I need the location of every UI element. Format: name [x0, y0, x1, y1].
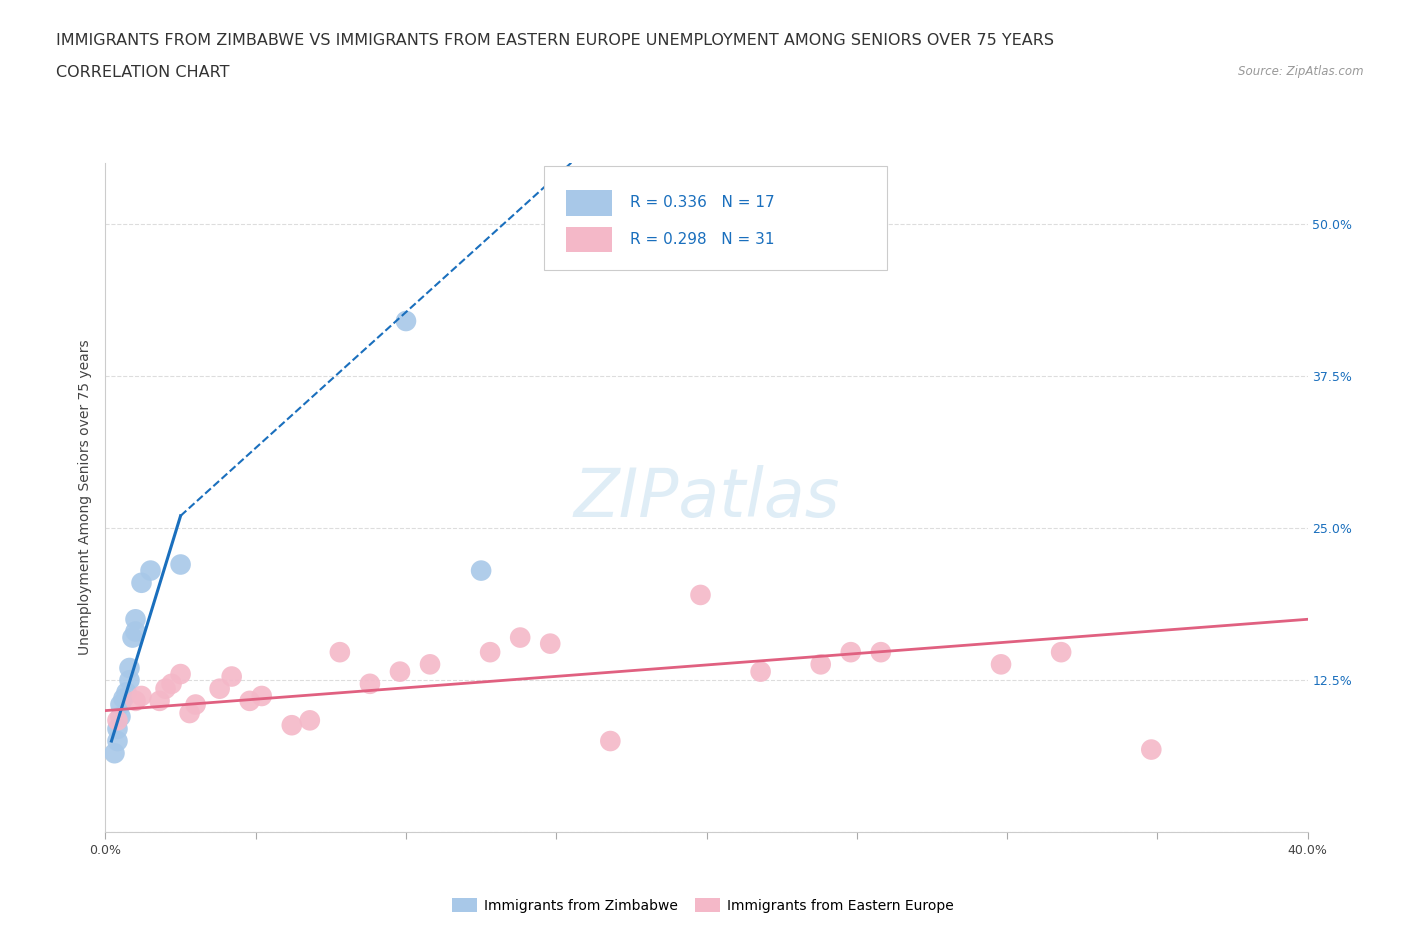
Point	[395, 313, 418, 328]
Point	[179, 706, 201, 721]
Point	[107, 713, 129, 728]
Point	[124, 624, 146, 639]
Point	[990, 657, 1012, 671]
Text: ZIPatlas: ZIPatlas	[574, 465, 839, 530]
Point	[124, 694, 146, 709]
Point	[810, 657, 832, 671]
Point	[419, 657, 441, 671]
Point	[118, 660, 141, 675]
Point	[155, 682, 177, 697]
Point	[599, 734, 621, 749]
Point	[169, 667, 191, 682]
Point	[184, 698, 207, 712]
Point	[470, 564, 492, 578]
Point	[689, 588, 711, 603]
Point	[169, 557, 191, 572]
Bar	[565, 227, 612, 252]
Point	[388, 664, 411, 679]
Point	[1140, 742, 1163, 757]
Point	[359, 676, 381, 691]
Point	[239, 694, 262, 709]
Point	[118, 672, 141, 687]
Legend: Immigrants from Zimbabwe, Immigrants from Eastern Europe: Immigrants from Zimbabwe, Immigrants fro…	[447, 893, 959, 919]
Point	[103, 746, 125, 761]
Text: R = 0.336   N = 17: R = 0.336 N = 17	[630, 195, 775, 210]
Point	[110, 710, 132, 724]
Point	[1050, 644, 1073, 659]
Point	[281, 718, 304, 733]
Text: CORRELATION CHART: CORRELATION CHART	[56, 65, 229, 80]
Point	[112, 691, 135, 706]
Text: Source: ZipAtlas.com: Source: ZipAtlas.com	[1239, 65, 1364, 78]
Point	[479, 644, 502, 659]
Point	[298, 713, 321, 728]
Point	[107, 722, 129, 737]
Point	[538, 636, 561, 651]
Text: R = 0.298   N = 31: R = 0.298 N = 31	[630, 232, 775, 247]
Point	[329, 644, 352, 659]
Point	[221, 669, 243, 684]
Point	[107, 734, 129, 749]
Point	[509, 631, 531, 645]
FancyBboxPatch shape	[544, 166, 887, 270]
Point	[208, 682, 231, 697]
Point	[749, 664, 772, 679]
Point	[131, 576, 153, 591]
Point	[869, 644, 891, 659]
Point	[148, 694, 170, 709]
Point	[121, 631, 143, 645]
Point	[250, 688, 273, 703]
Point	[115, 684, 138, 699]
Point	[160, 676, 183, 691]
Y-axis label: Unemployment Among Seniors over 75 years: Unemployment Among Seniors over 75 years	[79, 339, 93, 656]
Point	[110, 698, 132, 712]
Point	[124, 612, 146, 627]
Point	[839, 644, 862, 659]
Point	[131, 688, 153, 703]
Text: IMMIGRANTS FROM ZIMBABWE VS IMMIGRANTS FROM EASTERN EUROPE UNEMPLOYMENT AMONG SE: IMMIGRANTS FROM ZIMBABWE VS IMMIGRANTS F…	[56, 33, 1054, 47]
Bar	[565, 191, 612, 216]
Point	[139, 564, 162, 578]
